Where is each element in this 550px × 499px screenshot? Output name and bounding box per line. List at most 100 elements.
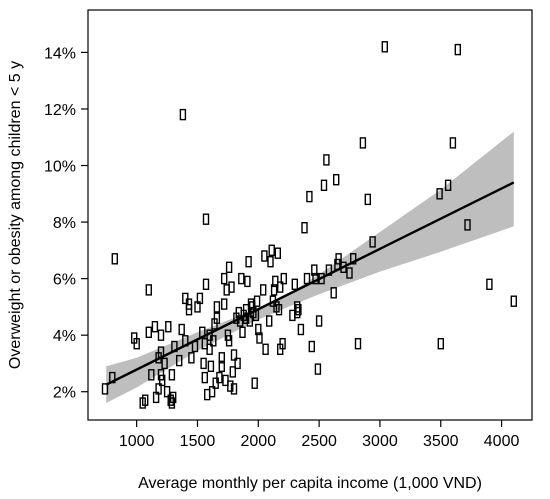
data-point <box>145 284 153 296</box>
data-point <box>291 278 298 290</box>
y-axis-label: Overweight or obesity among children < 5… <box>7 61 24 369</box>
data-point <box>486 278 493 290</box>
data-point <box>369 236 376 248</box>
data-point <box>242 312 250 324</box>
data-point <box>246 315 254 327</box>
y-tick-label: 14% <box>44 45 76 62</box>
data-point <box>280 272 287 285</box>
data-point <box>262 343 269 355</box>
data-point <box>202 278 210 290</box>
data-point <box>251 377 258 389</box>
data-point <box>260 284 267 296</box>
data-point <box>464 219 471 231</box>
data-point <box>238 272 245 285</box>
x-axis: 1000 1500 2000 2500 3000 3500 4000 <box>119 420 520 450</box>
data-point <box>315 315 323 327</box>
data-point <box>141 394 149 406</box>
data-point <box>279 338 286 350</box>
data-point <box>244 275 251 288</box>
data-point <box>201 371 209 384</box>
data-point <box>225 261 233 273</box>
data-point <box>230 349 238 361</box>
plot-frame <box>87 9 533 421</box>
data-point <box>148 369 155 381</box>
data-point <box>359 137 367 149</box>
data-point <box>256 332 263 344</box>
data-point <box>179 108 187 121</box>
data-point <box>267 256 274 268</box>
data-point <box>437 338 444 350</box>
fit-line-layer <box>105 181 515 386</box>
data-point <box>213 301 221 313</box>
data-point <box>111 253 119 265</box>
y-tick-label: 10% <box>44 159 76 176</box>
y-tick-label: 8% <box>53 215 76 232</box>
data-point <box>320 179 328 192</box>
data-point <box>301 221 308 234</box>
x-tick-label: 2000 <box>241 433 277 450</box>
data-point <box>210 335 217 347</box>
data-point <box>158 374 166 387</box>
data-point <box>229 366 237 378</box>
data-point <box>354 338 362 350</box>
data-point <box>220 298 228 310</box>
data-point <box>245 256 252 268</box>
data-point <box>213 312 221 324</box>
data-point <box>101 383 109 395</box>
y-axis: 2% 4% 6% 8% 10% 12% 14% <box>44 45 88 402</box>
data-point <box>145 326 153 338</box>
data-point <box>228 281 235 293</box>
data-point <box>266 315 273 327</box>
data-point <box>297 323 305 336</box>
data-point <box>234 357 241 370</box>
data-point <box>218 352 226 364</box>
data-point <box>230 383 238 395</box>
data-point <box>335 253 342 265</box>
data-point <box>436 188 443 200</box>
data-point <box>157 329 165 341</box>
data-point <box>168 369 176 381</box>
data-point <box>133 338 140 350</box>
fit-line <box>105 181 515 386</box>
data-point <box>253 295 261 307</box>
y-tick-label: 2% <box>53 385 76 402</box>
data-point <box>155 383 162 395</box>
data-point <box>277 281 284 293</box>
data-point <box>449 137 457 149</box>
data-point <box>165 321 172 333</box>
data-point <box>185 298 193 310</box>
data-point <box>182 292 189 305</box>
data-point <box>308 340 315 353</box>
data-point <box>295 304 302 316</box>
x-axis-label: Average monthly per capita income (1,000… <box>138 475 482 492</box>
data-point <box>239 326 246 338</box>
data-point <box>510 295 517 307</box>
data-point <box>222 374 229 387</box>
data-point <box>196 292 204 305</box>
x-tick-label: 2500 <box>301 433 337 450</box>
data-point <box>306 190 313 203</box>
data-point <box>350 253 357 265</box>
data-point <box>161 357 168 370</box>
data-point <box>381 41 388 53</box>
data-point <box>175 354 183 367</box>
x-tick-label: 4000 <box>484 433 520 450</box>
data-point <box>454 43 461 56</box>
data-point <box>333 173 340 186</box>
y-tick-label: 12% <box>44 102 76 119</box>
y-tick-label: 4% <box>53 328 76 345</box>
data-point <box>270 284 278 296</box>
y-tick-label: 6% <box>53 272 76 289</box>
data-point <box>227 380 234 392</box>
data-point <box>330 287 337 299</box>
data-point <box>294 301 301 313</box>
data-point <box>444 179 452 192</box>
x-tick-label: 1500 <box>180 433 216 450</box>
data-point <box>178 323 185 336</box>
data-point <box>272 275 279 288</box>
data-point <box>364 193 371 206</box>
data-point <box>207 360 215 372</box>
data-point <box>202 213 210 225</box>
data-point <box>169 391 177 404</box>
